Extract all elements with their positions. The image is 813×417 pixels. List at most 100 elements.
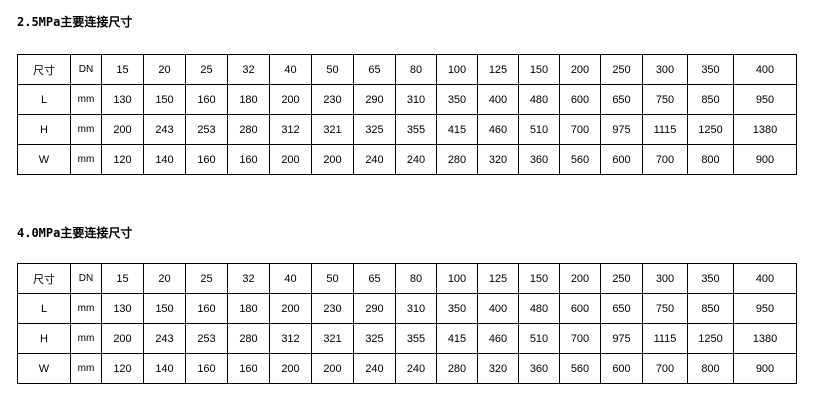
table-cell: mm xyxy=(70,144,102,175)
table-cell: 120 xyxy=(101,144,144,175)
table-cell: mm xyxy=(70,114,102,145)
table-cell: H xyxy=(17,114,71,145)
table-cell: 975 xyxy=(600,323,643,354)
table-cell: 600 xyxy=(600,353,643,384)
table-cell: 140 xyxy=(143,353,186,384)
table-cell: 120 xyxy=(101,353,144,384)
table-cell: 25 xyxy=(185,263,228,294)
table-cell: 290 xyxy=(353,84,396,115)
table-cell: 1380 xyxy=(733,114,797,145)
table-cell: 125 xyxy=(477,263,519,294)
table-cell: 350 xyxy=(436,293,478,324)
table-cell: 200 xyxy=(559,54,601,85)
table-cell: mm xyxy=(70,84,102,115)
table-cell: 360 xyxy=(518,144,560,175)
table-cell: 180 xyxy=(227,293,270,324)
table-cell: 400 xyxy=(733,54,797,85)
table-cell: 850 xyxy=(687,84,734,115)
table-cell: W xyxy=(17,144,71,175)
table-cell: 600 xyxy=(559,293,601,324)
table-cell: 180 xyxy=(227,84,270,115)
table-cell: 160 xyxy=(227,353,270,384)
table-cell: 360 xyxy=(518,353,560,384)
table-cell: 160 xyxy=(185,353,228,384)
table-cell: 280 xyxy=(227,114,270,145)
table-cell: 140 xyxy=(143,144,186,175)
table-cell: 250 xyxy=(600,263,643,294)
table-row: 尺寸 DN 15 20 25 32 40 50 65 80 100 125 150 200 250 300 35… xyxy=(17,54,797,85)
table-cell: 240 xyxy=(353,353,396,384)
table-cell: 125 xyxy=(477,54,519,85)
table-cell: 100 xyxy=(436,54,478,85)
table-cell: 240 xyxy=(395,144,437,175)
table-cell: 400 xyxy=(733,263,797,294)
table-cell: 130 xyxy=(101,84,144,115)
table-cell: 600 xyxy=(600,144,643,175)
table-cell: 15 xyxy=(101,54,144,85)
table-cell: 32 xyxy=(227,54,270,85)
table-cell: 130 xyxy=(101,293,144,324)
table-cell: 1380 xyxy=(733,323,797,354)
table-cell: 80 xyxy=(395,54,437,85)
table-cell: mm xyxy=(70,353,102,384)
table-cell: 700 xyxy=(642,144,688,175)
table-cell: 80 xyxy=(395,263,437,294)
table-cell: 15 xyxy=(101,263,144,294)
table-cell: 160 xyxy=(227,144,270,175)
table-cell: 480 xyxy=(518,84,560,115)
table-cell: 200 xyxy=(311,144,354,175)
table-cell: 200 xyxy=(311,353,354,384)
table-cell: 230 xyxy=(311,293,354,324)
table-cell: 253 xyxy=(185,323,228,354)
table-cell: 325 xyxy=(353,323,396,354)
table-cell: 280 xyxy=(227,323,270,354)
table-cell: 560 xyxy=(559,144,601,175)
table-cell: 312 xyxy=(269,114,312,145)
table-cell: 310 xyxy=(395,293,437,324)
table-cell: 480 xyxy=(518,293,560,324)
table-cell: 65 xyxy=(353,54,396,85)
section-title-4-0mpa: 4.0MPa主要连接尺寸 xyxy=(17,226,133,240)
table-cell: 1115 xyxy=(642,323,688,354)
table-cell: W xyxy=(17,353,71,384)
table-cell: 150 xyxy=(518,263,560,294)
table-cell: 900 xyxy=(733,144,797,175)
table-cell: 65 xyxy=(353,263,396,294)
table-cell: 253 xyxy=(185,114,228,145)
table-cell: 850 xyxy=(687,293,734,324)
table-cell: 250 xyxy=(600,54,643,85)
table-cell: 32 xyxy=(227,263,270,294)
table-cell: 20 xyxy=(143,54,186,85)
table-cell: 200 xyxy=(269,353,312,384)
table-cell: 200 xyxy=(101,114,144,145)
table-cell: 200 xyxy=(101,323,144,354)
table-cell: 700 xyxy=(559,114,601,145)
table-cell: 350 xyxy=(687,263,734,294)
table-cell: 320 xyxy=(477,353,519,384)
table-cell: 200 xyxy=(269,144,312,175)
table-cell: 510 xyxy=(518,114,560,145)
table-cell: 200 xyxy=(559,263,601,294)
table-cell: 240 xyxy=(395,353,437,384)
table-cell: 150 xyxy=(143,293,186,324)
table-cell: 750 xyxy=(642,293,688,324)
dimensions-table-4-0mpa: 尺寸 DN 15 20 25 32 40 50 65 80 100 125 150 200 250 300 35… xyxy=(17,263,797,384)
table-cell: 20 xyxy=(143,263,186,294)
table-cell: 160 xyxy=(185,293,228,324)
table-cell: 243 xyxy=(143,114,186,145)
table-cell: 460 xyxy=(477,323,519,354)
table-cell: 300 xyxy=(642,54,688,85)
table-cell: 40 xyxy=(269,54,312,85)
table-cell: 160 xyxy=(185,84,228,115)
table-cell: 355 xyxy=(395,114,437,145)
table-cell: 700 xyxy=(642,353,688,384)
table-cell: L xyxy=(17,84,71,115)
table-cell: 975 xyxy=(600,114,643,145)
table-cell: 1250 xyxy=(687,323,734,354)
table-cell: 460 xyxy=(477,114,519,145)
